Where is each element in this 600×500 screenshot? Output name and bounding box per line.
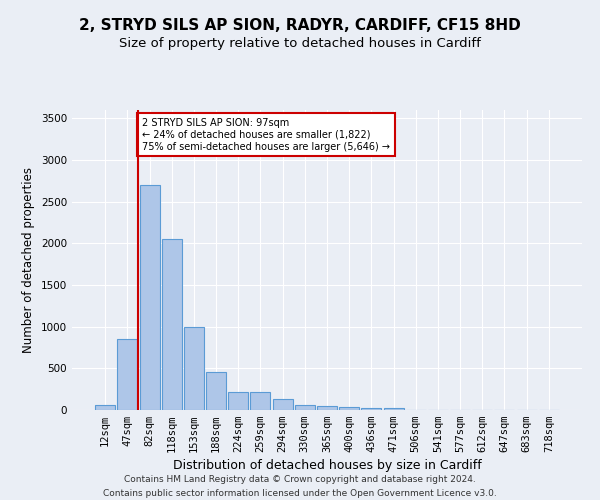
Bar	[206, 372, 226, 410]
Bar	[272, 399, 293, 410]
Bar	[184, 326, 204, 410]
Bar	[339, 406, 359, 410]
X-axis label: Distribution of detached houses by size in Cardiff: Distribution of detached houses by size …	[173, 460, 481, 472]
Text: 2 STRYD SILS AP SION: 97sqm
← 24% of detached houses are smaller (1,822)
75% of : 2 STRYD SILS AP SION: 97sqm ← 24% of det…	[142, 118, 390, 152]
Text: 2, STRYD SILS AP SION, RADYR, CARDIFF, CF15 8HD: 2, STRYD SILS AP SION, RADYR, CARDIFF, C…	[79, 18, 521, 32]
Bar	[361, 408, 382, 410]
Bar	[317, 406, 337, 410]
Y-axis label: Number of detached properties: Number of detached properties	[22, 167, 35, 353]
Bar	[228, 392, 248, 410]
Text: Size of property relative to detached houses in Cardiff: Size of property relative to detached ho…	[119, 38, 481, 51]
Bar	[295, 405, 315, 410]
Text: Contains HM Land Registry data © Crown copyright and database right 2024.: Contains HM Land Registry data © Crown c…	[124, 475, 476, 484]
Bar	[118, 339, 137, 410]
Bar	[250, 392, 271, 410]
Text: Contains public sector information licensed under the Open Government Licence v3: Contains public sector information licen…	[103, 489, 497, 498]
Bar	[162, 239, 182, 410]
Bar	[383, 408, 404, 410]
Bar	[95, 405, 115, 410]
Bar	[140, 185, 160, 410]
